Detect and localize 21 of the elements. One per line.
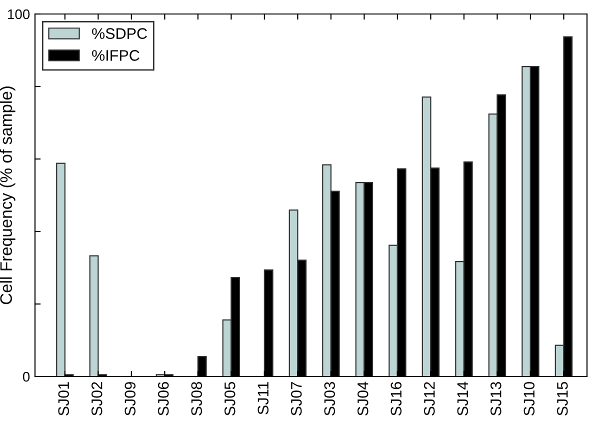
legend-label: %IFPC [92,50,140,61]
x-tick-label: SJ01 [58,382,70,416]
x-tick-label: SJ10 [524,382,535,416]
x-tick-label: SJ06 [158,382,169,416]
x-tick-label: SJ14 [457,382,468,416]
legend-label: %SDPC [92,28,147,39]
x-tick-label: SJ03 [324,382,336,416]
x-tick-label: SJ15 [557,382,568,416]
x-tick-label: SJ11 [258,382,269,414]
x-tick-label: SJ07 [290,382,302,416]
y-tick-label: 0 [22,372,30,382]
y-tick-label: 100 [8,9,30,20]
x-tick-label: SJ16 [390,382,402,416]
x-tick-label: SJ13 [490,382,502,416]
x-tick-label: SJ12 [424,382,435,416]
x-tick-label: SJ09 [124,382,136,416]
x-tick-label: SJ08 [191,382,202,416]
x-tick-label: SJ04 [357,382,368,416]
x-tick-label: SJ02 [91,382,102,416]
x-tick-label: SJ05 [224,382,236,416]
y-axis-title: Cell Frequency (% of sample) [0,86,16,304]
